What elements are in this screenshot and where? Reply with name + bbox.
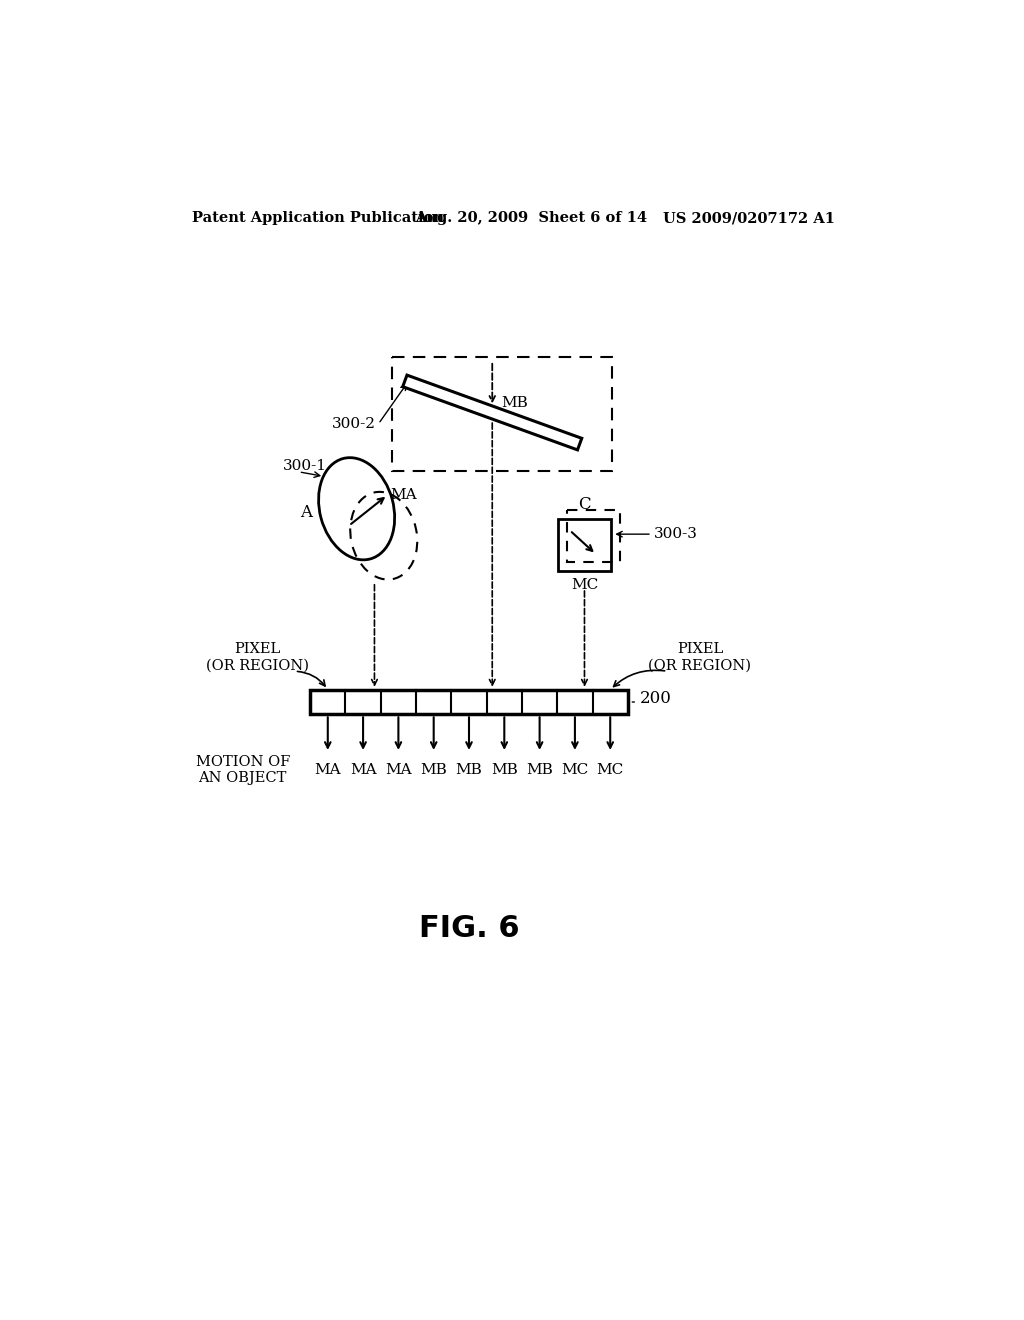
Text: MB: MB	[526, 763, 553, 776]
Text: MB: MB	[490, 763, 518, 776]
Text: MOTION OF
AN OBJECT: MOTION OF AN OBJECT	[196, 755, 290, 785]
Text: PIXEL
(OR REGION): PIXEL (OR REGION)	[648, 643, 752, 672]
Text: US 2009/0207172 A1: US 2009/0207172 A1	[663, 211, 835, 226]
Polygon shape	[402, 375, 582, 450]
Text: A: A	[300, 504, 312, 521]
Text: MB: MB	[502, 396, 528, 411]
Text: C: C	[579, 496, 591, 513]
Text: 300-2: 300-2	[332, 417, 376, 432]
Text: MC: MC	[561, 763, 589, 776]
Text: MA: MA	[350, 763, 377, 776]
Text: MB: MB	[456, 763, 482, 776]
Text: MC: MC	[597, 763, 624, 776]
Text: Aug. 20, 2009  Sheet 6 of 14: Aug. 20, 2009 Sheet 6 of 14	[415, 211, 647, 226]
Text: MB: MB	[420, 763, 447, 776]
Text: 300-3: 300-3	[653, 527, 697, 541]
Text: MA: MA	[385, 763, 412, 776]
Text: Patent Application Publication: Patent Application Publication	[191, 211, 443, 226]
Text: MA: MA	[390, 488, 417, 502]
Text: MA: MA	[314, 763, 341, 776]
Text: 200: 200	[640, 689, 672, 706]
Text: FIG. 6: FIG. 6	[419, 913, 519, 942]
Text: PIXEL
(OR REGION): PIXEL (OR REGION)	[206, 643, 309, 672]
Text: MC: MC	[570, 578, 598, 591]
Text: 300-1: 300-1	[283, 459, 327, 474]
